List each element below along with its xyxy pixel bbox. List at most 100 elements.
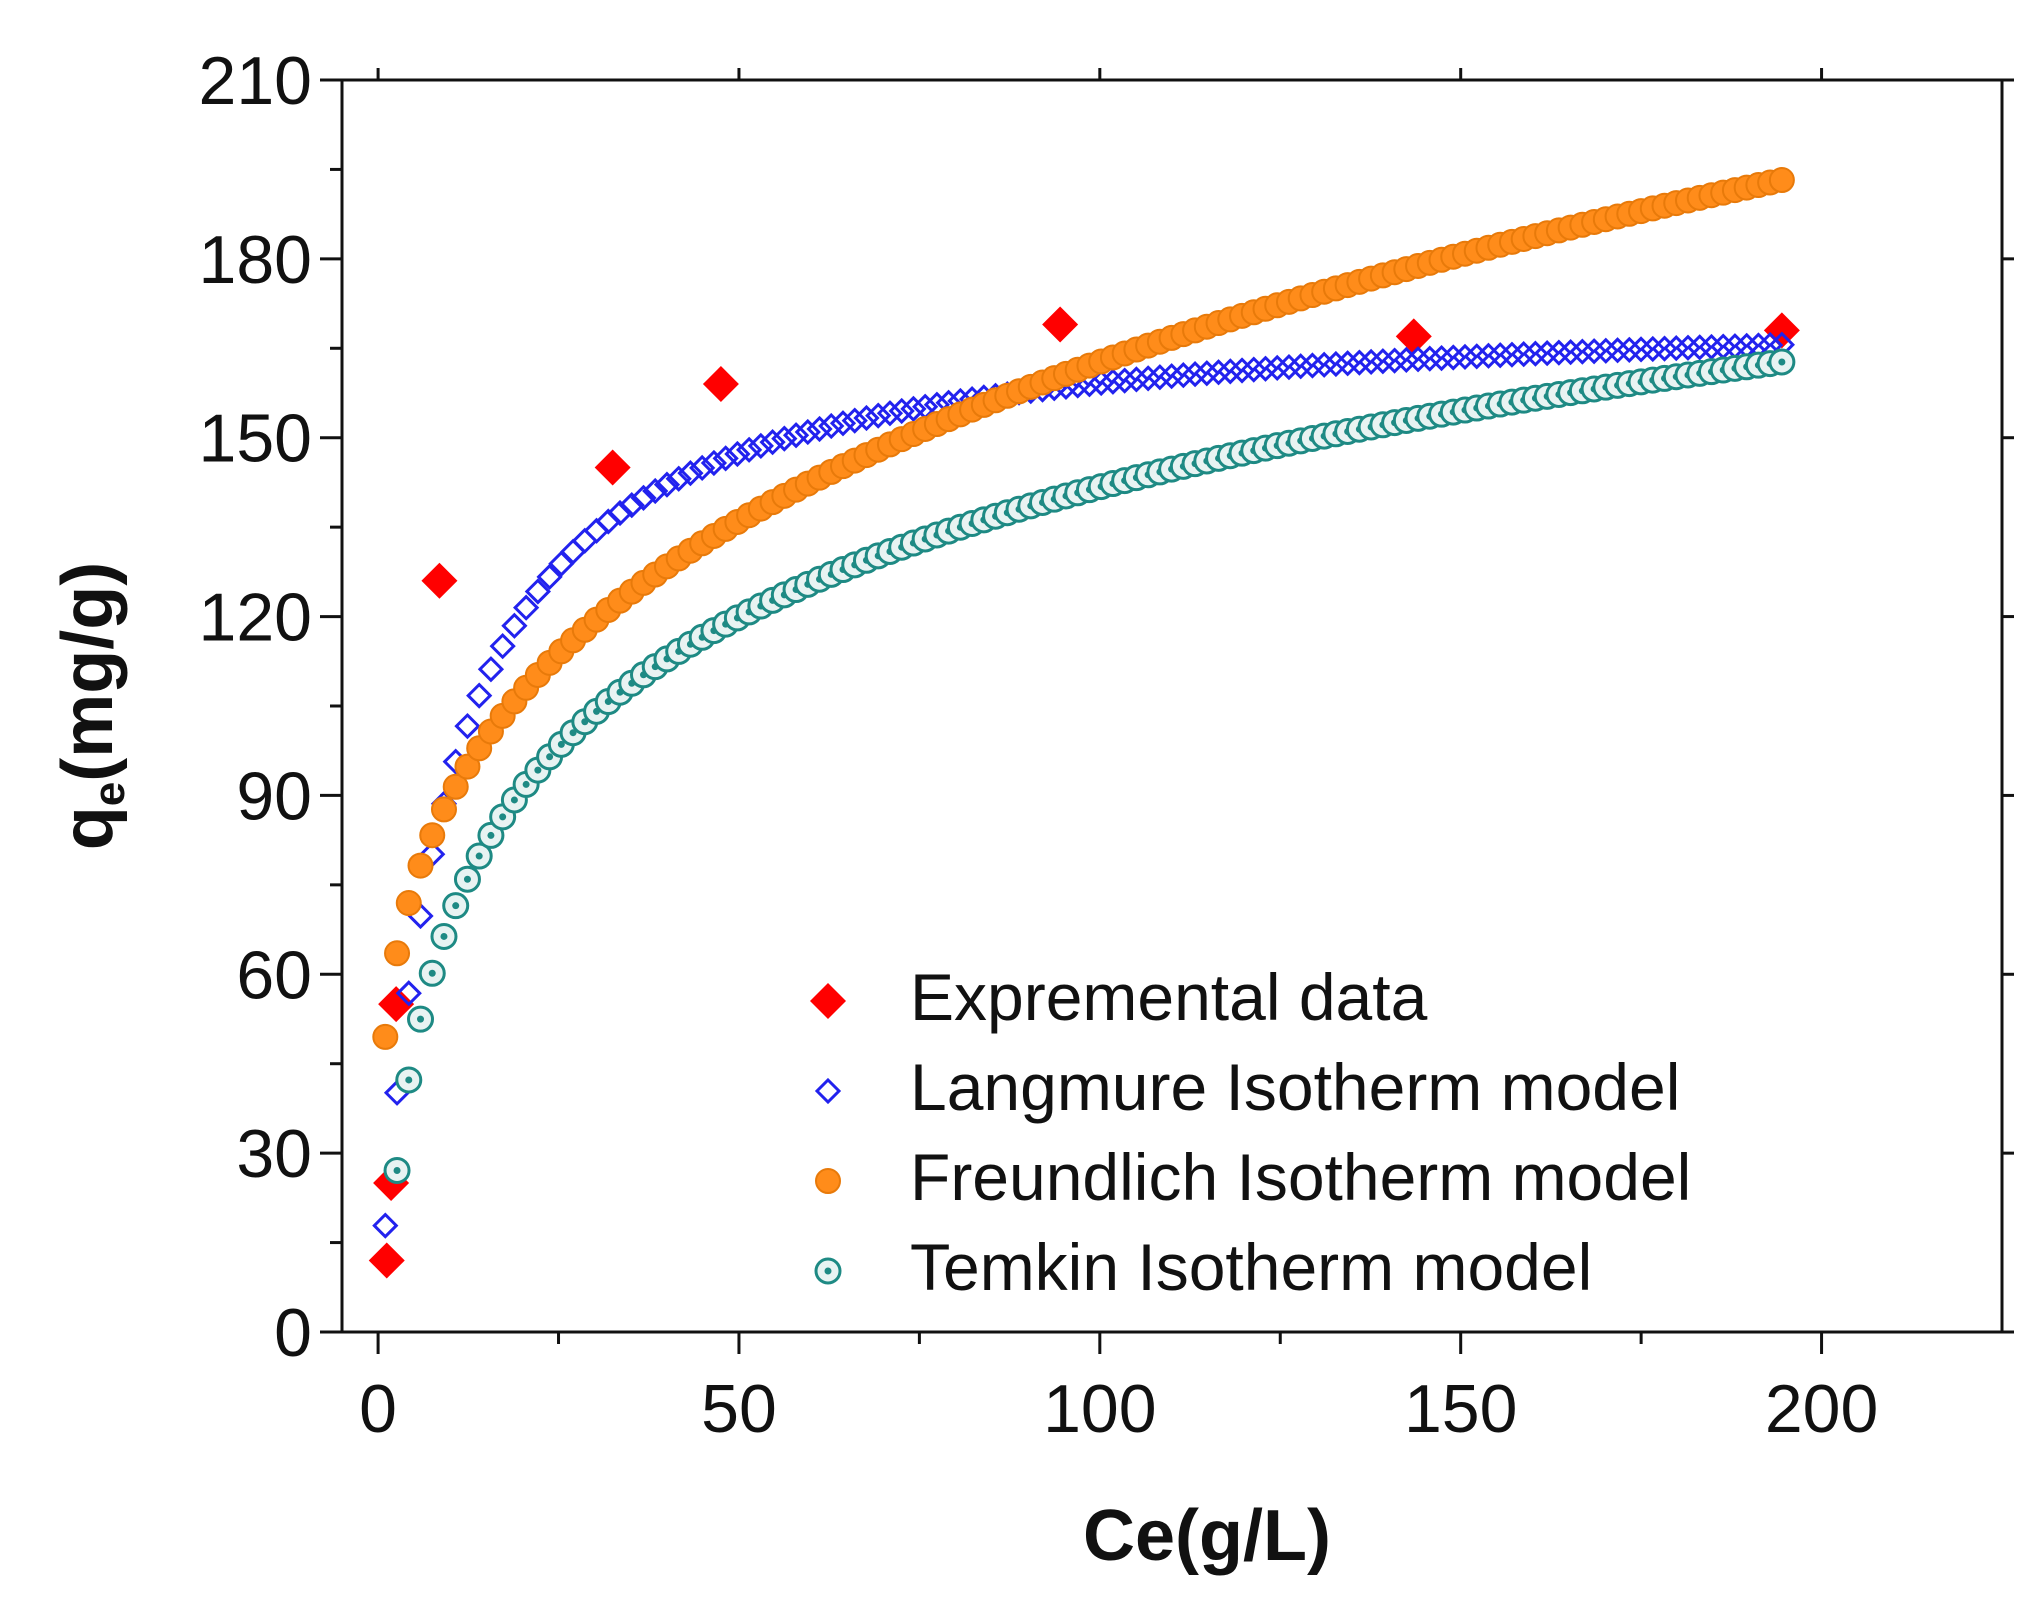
langmuir-point bbox=[1299, 352, 1326, 379]
langmuir-point bbox=[1698, 333, 1725, 361]
y-tick-label: 0 bbox=[274, 1295, 312, 1371]
langmuir-point bbox=[759, 429, 786, 456]
langmuir-point bbox=[818, 412, 845, 440]
langmuir-point bbox=[1146, 364, 1173, 391]
langmuir-point bbox=[372, 1212, 399, 1239]
langmuir-point bbox=[1451, 343, 1479, 371]
langmuir-point bbox=[735, 436, 763, 463]
langmuir-point bbox=[501, 612, 528, 639]
langmuir-point bbox=[1487, 342, 1514, 369]
langmuir-point bbox=[618, 492, 645, 519]
langmuir-point bbox=[1158, 363, 1185, 390]
langmuir-point bbox=[1334, 350, 1361, 377]
legend-label-experimental: Expremental data bbox=[910, 960, 1428, 1034]
langmuir-point bbox=[513, 594, 540, 621]
langmuir-point bbox=[888, 397, 915, 425]
langmuir-point bbox=[865, 402, 892, 429]
experimental-point bbox=[594, 449, 631, 486]
legend-markers bbox=[810, 983, 846, 1285]
langmuir-point bbox=[1663, 335, 1690, 362]
langmuir-point bbox=[1287, 353, 1314, 380]
langmuir-point bbox=[1616, 336, 1643, 363]
langmuir-point bbox=[1580, 338, 1608, 365]
x-tick-label: 50 bbox=[701, 1371, 777, 1447]
langmuir-point bbox=[853, 404, 880, 432]
langmuir-point bbox=[1170, 362, 1197, 389]
freundlich-point bbox=[372, 1023, 399, 1050]
y-tick-label: 150 bbox=[199, 401, 312, 477]
langmuir-point bbox=[1205, 359, 1232, 386]
legend-marker-temkin bbox=[814, 1257, 842, 1285]
y-tick-label: 90 bbox=[236, 758, 312, 834]
series-temkin bbox=[383, 348, 1796, 1184]
langmuir-point bbox=[395, 980, 422, 1007]
temkin-point bbox=[430, 922, 458, 950]
legend-label-temkin: Temkin Isotherm model bbox=[910, 1230, 1592, 1304]
legend-label-freundlich: Freundlich Isotherm model bbox=[910, 1140, 1691, 1214]
temkin-point bbox=[465, 842, 493, 870]
langmuir-point bbox=[1193, 360, 1220, 387]
langmuir-point bbox=[1545, 339, 1573, 366]
y-tick-label: 120 bbox=[199, 580, 312, 656]
langmuir-point bbox=[1381, 347, 1408, 374]
experimental-point bbox=[1042, 306, 1079, 343]
langmuir-point bbox=[841, 407, 868, 434]
y-axis-title-main: q bbox=[48, 806, 128, 850]
experimental-point bbox=[368, 1242, 405, 1279]
langmuir-point bbox=[559, 538, 587, 565]
y-tick-label: 180 bbox=[199, 222, 312, 298]
langmuir-point bbox=[1651, 335, 1678, 362]
langmuir-point bbox=[1123, 366, 1150, 393]
langmuir-point bbox=[794, 418, 821, 446]
langmuir-point bbox=[1463, 343, 1490, 370]
langmuir-point bbox=[466, 682, 493, 709]
langmuir-point bbox=[1686, 334, 1713, 361]
langmuir-point bbox=[1604, 337, 1631, 364]
langmuir-point bbox=[606, 499, 634, 527]
legend: Expremental data Langmure Isotherm model… bbox=[810, 960, 1691, 1304]
langmuir-point bbox=[1498, 341, 1526, 368]
experimental-point bbox=[702, 366, 739, 403]
axis-ticks: 0 50 100 150 200 0 30 60 90 120 150 180 210 bbox=[199, 43, 2014, 1447]
langmuir-point bbox=[1404, 346, 1432, 373]
temkin-point bbox=[453, 865, 481, 893]
langmuir-point bbox=[477, 656, 505, 683]
legend-marker-freundlich bbox=[815, 1168, 841, 1194]
legend-marker-experimental bbox=[810, 983, 846, 1019]
x-tick-label: 100 bbox=[1043, 1371, 1156, 1447]
langmuir-point bbox=[1369, 348, 1396, 375]
langmuir-point bbox=[689, 454, 716, 482]
langmuir-point bbox=[1264, 354, 1291, 382]
langmuir-point bbox=[665, 465, 692, 492]
freundlich-point bbox=[430, 796, 457, 823]
freundlich-point bbox=[407, 852, 434, 879]
x-tick-label: 200 bbox=[1765, 1371, 1878, 1447]
freundlich-point bbox=[395, 890, 422, 917]
langmuir-point bbox=[1557, 339, 1584, 366]
y-tick-label: 30 bbox=[236, 1116, 312, 1192]
langmuir-point bbox=[642, 477, 669, 505]
langmuir-point bbox=[1534, 340, 1561, 367]
data-series bbox=[368, 167, 1800, 1279]
langmuir-point bbox=[1181, 361, 1209, 388]
freundlich-point bbox=[442, 773, 469, 800]
langmuir-point bbox=[829, 410, 857, 437]
experimental-point bbox=[1395, 318, 1432, 355]
x-tick-label: 0 bbox=[359, 1371, 397, 1447]
freundlich-point bbox=[1768, 167, 1795, 194]
langmuir-point bbox=[454, 712, 481, 740]
langmuir-point bbox=[1275, 353, 1303, 381]
experimental-point bbox=[421, 562, 458, 599]
temkin-point bbox=[407, 1005, 435, 1033]
langmuir-point bbox=[583, 517, 610, 544]
y-axis-title-rest: (mg/g) bbox=[48, 562, 128, 782]
langmuir-point bbox=[1088, 369, 1115, 397]
langmuir-point bbox=[1228, 357, 1256, 384]
langmuir-point bbox=[1346, 349, 1373, 376]
langmuir-point bbox=[1639, 335, 1666, 363]
temkin-point bbox=[383, 1156, 411, 1184]
x-axis-title: Ce(g/L) bbox=[1083, 1496, 1331, 1576]
y-axis-title-sub: e bbox=[85, 782, 134, 806]
langmuir-point bbox=[1674, 334, 1702, 361]
langmuir-point bbox=[571, 527, 598, 554]
